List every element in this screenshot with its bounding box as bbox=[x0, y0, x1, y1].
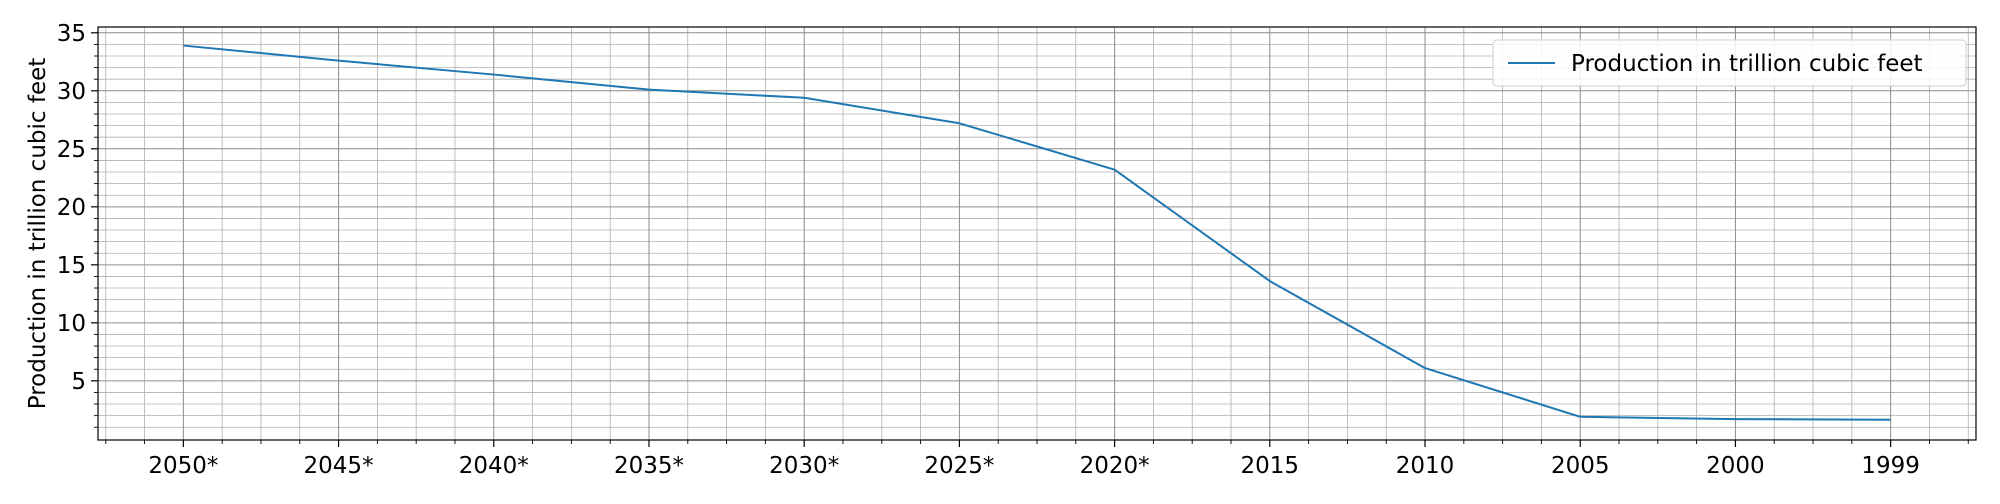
y-tick-label: 15 bbox=[57, 253, 86, 279]
series-layer bbox=[183, 44, 1891, 421]
x-tick-label: 2035* bbox=[614, 453, 684, 479]
legend: Production in trillion cubic feet bbox=[1492, 39, 1967, 87]
x-tick-label: 2040* bbox=[459, 453, 529, 479]
legend-label: Production in trillion cubic feet bbox=[1571, 51, 1923, 77]
y-tick-label: 25 bbox=[57, 137, 86, 163]
y-tick-label: 5 bbox=[71, 369, 86, 395]
x-tick-label: 1999 bbox=[1861, 453, 1920, 479]
grid-layer bbox=[98, 27, 1976, 440]
y-tick-label: 30 bbox=[57, 79, 86, 105]
y-tick-label: 20 bbox=[57, 195, 86, 221]
x-tick-label: 2025* bbox=[924, 453, 994, 479]
x-tick-label: 2030* bbox=[769, 453, 839, 479]
y-axis-label: Production in trillion cubic feet bbox=[25, 58, 51, 410]
x-tick-label: 2020* bbox=[1080, 453, 1150, 479]
x-tick-label: 2000 bbox=[1706, 453, 1765, 479]
x-tick-label: 2050* bbox=[148, 453, 218, 479]
legend-box bbox=[1492, 39, 1967, 87]
ticks-layer: 2050* 2045* 2040* 2035* 2030* 2025* 2020* 2015 2… bbox=[57, 21, 1969, 479]
x-tick-label: 2010 bbox=[1396, 453, 1455, 479]
x-tick-label: 2015 bbox=[1241, 453, 1300, 479]
y-tick-label: 10 bbox=[57, 311, 86, 337]
y-tick-label: 35 bbox=[57, 21, 86, 47]
x-tick-label: 2005 bbox=[1551, 453, 1610, 479]
series-line-0 bbox=[183, 44, 1891, 421]
x-tick-label: 2045* bbox=[304, 453, 374, 479]
